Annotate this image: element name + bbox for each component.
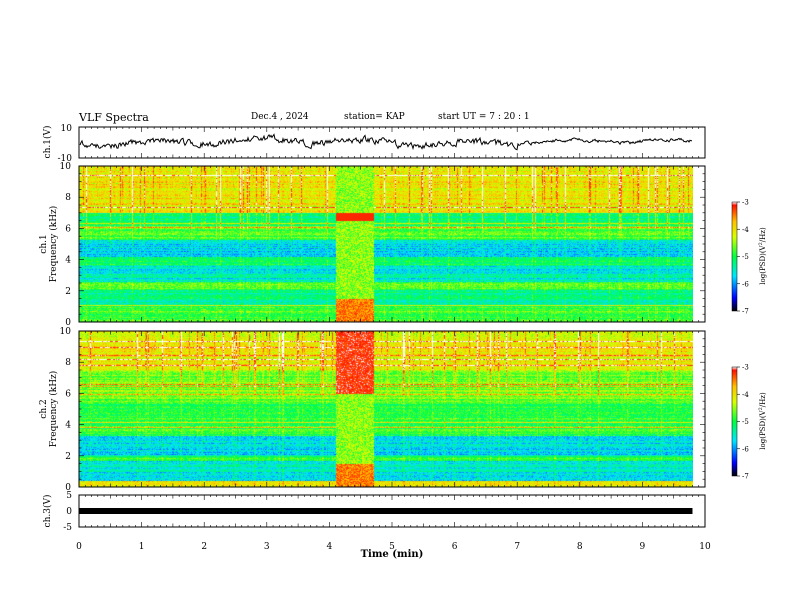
x-tick-label: 7 [514, 542, 520, 552]
ch2-colorbar-gradient [731, 366, 738, 477]
ch3-ytick-mid: 0 [66, 507, 72, 517]
ch2-spec-ylabel-frequency: Frequency (kHz) [48, 371, 59, 448]
date-label: Dec.4 , 2024 [251, 112, 309, 122]
y-tick-label: 0 [65, 318, 71, 328]
ch1-waveform-panel: 10 -10 ch.1(V) [42, 124, 706, 164]
x-tick-label: 3 [264, 542, 270, 552]
ch3-ylabel: ch.3(V) [42, 495, 53, 528]
colorbar-tick-label: -4 [742, 391, 749, 399]
ch1-spec-ylabel-channel: ch.1 [39, 234, 49, 253]
ch1-waveform-trace [79, 133, 692, 151]
colorbar-tick-label: -5 [742, 253, 749, 261]
x-tick-label: 4 [327, 542, 333, 552]
colorbar-tick-label: -5 [742, 418, 749, 426]
ch3-ytick-top: 5 [66, 491, 72, 501]
x-axis-label: Time (min) [361, 549, 424, 560]
ch2-spec-ylabel-channel: ch.2 [39, 399, 49, 418]
y-tick-label: 0 [65, 483, 71, 493]
ch2-spectrogram-image [79, 331, 693, 487]
ch1-spectrogram-image [79, 166, 693, 322]
page-title: VLF Spectra [79, 111, 149, 124]
y-tick-label: 2 [65, 452, 71, 462]
colorbar-tick-label: -6 [742, 445, 749, 453]
colorbar-tick-label: -3 [742, 199, 749, 207]
station-label: station= KAP [344, 112, 405, 122]
y-tick-label: 4 [65, 421, 71, 431]
ch1-spectrogram-panel: 0 2 4 6 8 10 ch.1 Frequency (kHz) [39, 162, 706, 328]
y-tick-label: 10 [60, 162, 72, 172]
ch1-colorbar-gradient [731, 201, 738, 312]
ch1-colorbar: -3 -4 -5 -6 -7 log(PSD)(V2/Hz) [731, 199, 767, 316]
colorbar-tick-label: -4 [742, 226, 749, 234]
y-tick-label: 10 [60, 327, 72, 337]
x-tick-label: 9 [640, 542, 646, 552]
colorbar-tick-label: -6 [742, 280, 749, 288]
colorbar-tick-label: -3 [742, 364, 749, 372]
ch1-spec-ylabel-frequency: Frequency (kHz) [48, 206, 59, 283]
x-tick-label: 8 [577, 542, 583, 552]
y-tick-label: 4 [65, 256, 71, 266]
y-tick-label: 6 [65, 389, 71, 399]
ch2-spectrogram-panel: 0 2 4 6 8 10 ch.2 Frequency (kHz) [39, 327, 706, 493]
x-tick-label: 1 [139, 542, 145, 552]
x-tick-label: 5 [389, 542, 395, 552]
x-tick-label: 0 [76, 542, 82, 552]
y-tick-label: 8 [65, 358, 71, 368]
ch3-waveform-trace [79, 508, 693, 514]
ch1-colorbar-label: log(PSD)(V2/Hz) [758, 227, 767, 285]
ch2-colorbar: -3 -4 -5 -6 -7 log(PSD)(V2/Hz) [731, 364, 767, 481]
y-tick-label: 2 [65, 287, 71, 297]
ch1-ytick-top: 10 [61, 124, 73, 134]
ch1-ylabel: ch.1(V) [42, 126, 53, 159]
x-tick-label: 10 [699, 542, 711, 552]
x-tick-label: 2 [201, 542, 207, 552]
ch3-waveform-panel: 5 0 -5 ch.3(V) [42, 491, 706, 533]
ch3-ytick-bottom: -5 [63, 523, 72, 533]
colorbar-tick-label: -7 [742, 308, 749, 316]
colorbar-tick-label: -7 [742, 473, 749, 481]
y-tick-label: 8 [65, 193, 71, 203]
ch2-colorbar-label: log(PSD)(V2/Hz) [758, 392, 767, 450]
y-tick-label: 6 [65, 224, 71, 234]
ch1-ytick-bottom: -10 [58, 154, 73, 164]
x-tick-label: 6 [452, 542, 458, 552]
start-time-label: start UT = 7 : 20 : 1 [438, 112, 530, 122]
